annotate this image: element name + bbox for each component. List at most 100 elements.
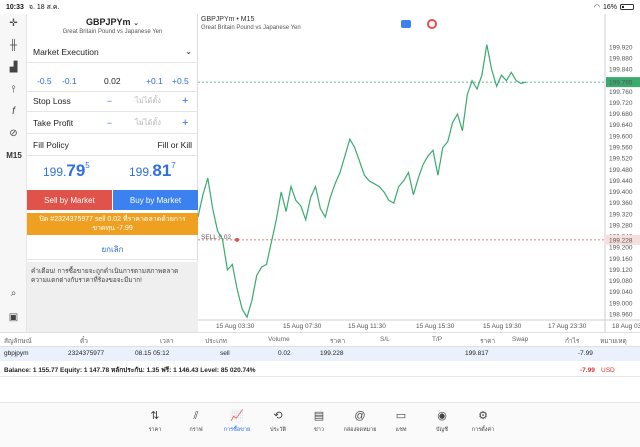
bid-price-big: 79 bbox=[66, 161, 86, 180]
y-tick-label: 199.080 bbox=[609, 278, 633, 285]
y-tick-label: 199.480 bbox=[609, 167, 633, 174]
y-tick-label: 199.720 bbox=[609, 100, 633, 107]
price-chart[interactable]: 199.920199.880199.840199.800199.760199.7… bbox=[197, 14, 640, 332]
col-symbol: สัญลักษณ์ bbox=[4, 338, 32, 345]
table-row[interactable]: gbpjpym 2324375977 08.15 05:12 sell 0.02… bbox=[0, 347, 640, 361]
tab-trade[interactable]: 📈 การซื้อขาย bbox=[217, 409, 257, 434]
fill-policy-row[interactable]: Fill Policy Fill or Kill bbox=[27, 134, 198, 156]
broker-logo-icon[interactable]: ▣ bbox=[8, 311, 19, 323]
indicators-icon[interactable]: ▟ bbox=[9, 61, 18, 73]
row-current: 199.817 bbox=[465, 350, 489, 357]
col-type: ประเภท bbox=[205, 338, 227, 345]
trade-icon: 📈 bbox=[230, 410, 244, 422]
tab-account[interactable]: ◉ บัญชี bbox=[422, 409, 462, 434]
take-profit-label: Take Profit bbox=[33, 117, 74, 128]
tab-label: กราฟ bbox=[189, 427, 203, 433]
tab-label: แชท bbox=[395, 427, 407, 433]
y-tick-label: 199.280 bbox=[609, 222, 633, 229]
volume-stepper: -0.5 -0.1 0.02 +0.1 +0.5 bbox=[27, 70, 198, 92]
toggle-a-icon[interactable] bbox=[401, 20, 411, 28]
row-price: 199.228 bbox=[320, 350, 344, 357]
chart-title: GBPJPYm • M15 bbox=[201, 16, 255, 23]
row-profit: -7.99 bbox=[578, 350, 593, 357]
x-tick-label: 15 Aug 15:30 bbox=[416, 323, 455, 330]
candles-icon[interactable]: ╫ bbox=[9, 39, 18, 51]
volume-minus-big[interactable]: -0.5 bbox=[37, 75, 52, 86]
symbol-description: Great Britain Pound vs Japanese Yen bbox=[62, 29, 163, 35]
timeframe-button[interactable]: M15 bbox=[6, 150, 22, 160]
tab-quotes[interactable]: ⇅ ราคา bbox=[135, 409, 175, 434]
stop-loss-input[interactable]: ไม่ได้ตั้ง bbox=[135, 95, 161, 105]
volume-plus-small[interactable]: +0.1 bbox=[146, 75, 163, 86]
execution-select[interactable]: Market Execution ⌄ bbox=[27, 41, 198, 63]
tab-chat[interactable]: ▭ แชท bbox=[381, 409, 421, 434]
cancel-button[interactable]: ยกเลิก bbox=[27, 240, 198, 260]
x-tick-label: 15 Aug 11:30 bbox=[348, 323, 386, 330]
stop-loss-minus-button[interactable]: − bbox=[107, 95, 112, 106]
take-profit-plus-button[interactable]: + bbox=[182, 116, 189, 129]
status-time: 10:33 bbox=[6, 3, 24, 11]
order-price-tag bbox=[606, 234, 640, 245]
mail-icon: @ bbox=[354, 410, 366, 422]
y-tick-label: 199.120 bbox=[609, 267, 633, 274]
fill-policy-value: Fill or Kill bbox=[157, 139, 192, 150]
magnify-icon[interactable]: ⌕ bbox=[10, 287, 17, 299]
objects-icon[interactable]: ⊘ bbox=[9, 127, 18, 139]
chart-canvas[interactable]: 199.920199.880199.840199.800199.760199.7… bbox=[197, 14, 640, 332]
row-ticket: 2324375977 bbox=[68, 350, 105, 357]
col-sl: S/L bbox=[380, 336, 390, 343]
tab-label: ราคา bbox=[148, 427, 162, 433]
volume-plus-big[interactable]: +0.5 bbox=[172, 75, 189, 86]
y-tick-label: 199.160 bbox=[609, 256, 633, 263]
crosshair-icon[interactable]: ✛ bbox=[9, 17, 18, 29]
y-tick-label: 199.880 bbox=[609, 55, 633, 62]
row-type: sell bbox=[220, 350, 230, 357]
stop-loss-plus-button[interactable]: + bbox=[182, 94, 189, 107]
y-tick-label: 199.000 bbox=[609, 300, 633, 307]
tab-settings[interactable]: ⚙ การตั้งค่า bbox=[463, 409, 503, 434]
toggle-b-icon[interactable] bbox=[427, 19, 437, 29]
bottom-tab-bar: ⇅ ราคา ⫽ กราฟ 📈 การซื้อขาย ⟲ ประวัติ ▤ ข่าว @… bbox=[0, 402, 640, 447]
tab-label: ประวัติ bbox=[269, 427, 287, 433]
tab-chart[interactable]: ⫽ กราฟ bbox=[176, 409, 216, 434]
y-tick-label: 199.040 bbox=[609, 289, 633, 296]
history-icon: ⟲ bbox=[273, 410, 283, 422]
tab-news[interactable]: ▤ ข่าว bbox=[299, 409, 339, 434]
close-position-button[interactable]: ปิด #2324375977 sell 0.02 ที่ราคาตลาดด้ว… bbox=[27, 213, 198, 235]
row-volume: 0.02 bbox=[278, 350, 291, 357]
bid-price: 199.795 bbox=[43, 161, 90, 181]
volume-value[interactable]: 0.02 bbox=[104, 75, 121, 86]
currency-label: USD bbox=[601, 367, 615, 374]
chat-icon: ▭ bbox=[395, 410, 407, 422]
volume-minus-small[interactable]: -0.1 bbox=[62, 75, 77, 86]
function-icon[interactable]: f bbox=[12, 105, 15, 117]
take-profit-row: Take Profit − ไม่ได้ตั้ง + bbox=[27, 112, 198, 134]
balance-bar: Balance: 1 155.77 Equity: 1 147.78 หลักป… bbox=[0, 364, 640, 377]
bid-price-main: 199. bbox=[43, 165, 67, 179]
chevron-down-icon: ⌄ bbox=[133, 20, 139, 27]
current-price-label: 199.795 bbox=[609, 80, 633, 87]
col-profit: กำไร bbox=[565, 338, 580, 345]
y-tick-label: 199.680 bbox=[609, 111, 633, 118]
y-tick-label: 199.360 bbox=[609, 200, 633, 207]
account-icon: ◉ bbox=[437, 410, 447, 422]
y-tick-label: 199.760 bbox=[609, 89, 633, 96]
sliders-icon[interactable]: ⫯ bbox=[11, 83, 16, 95]
tab-label: กล่องจดหมาย bbox=[343, 427, 377, 433]
price-series-line bbox=[197, 44, 527, 319]
bid-price-sup: 5 bbox=[85, 161, 90, 170]
sell-by-market-button[interactable]: Sell by Market bbox=[27, 190, 112, 210]
tab-mailbox[interactable]: @ กล่องจดหมาย bbox=[340, 409, 380, 434]
take-profit-input[interactable]: ไม่ได้ตั้ง bbox=[135, 117, 161, 127]
symbol-selector[interactable]: GBPJPYm ⌄ bbox=[27, 17, 198, 27]
battery-icon bbox=[620, 4, 634, 10]
col-current: ราคา bbox=[480, 338, 496, 345]
tab-history[interactable]: ⟲ ประวัติ bbox=[258, 409, 298, 434]
take-profit-minus-button[interactable]: − bbox=[107, 117, 112, 128]
buy-by-market-button[interactable]: Buy by Market bbox=[113, 190, 198, 210]
ask-price-main: 199. bbox=[129, 165, 153, 179]
tab-label: บัญชี bbox=[436, 427, 448, 433]
col-time: เวลา bbox=[160, 338, 174, 345]
y-tick-label: 198.960 bbox=[609, 311, 633, 318]
order-panel: GBPJPYm ⌄ Great Britain Pound vs Japanes… bbox=[27, 14, 198, 332]
